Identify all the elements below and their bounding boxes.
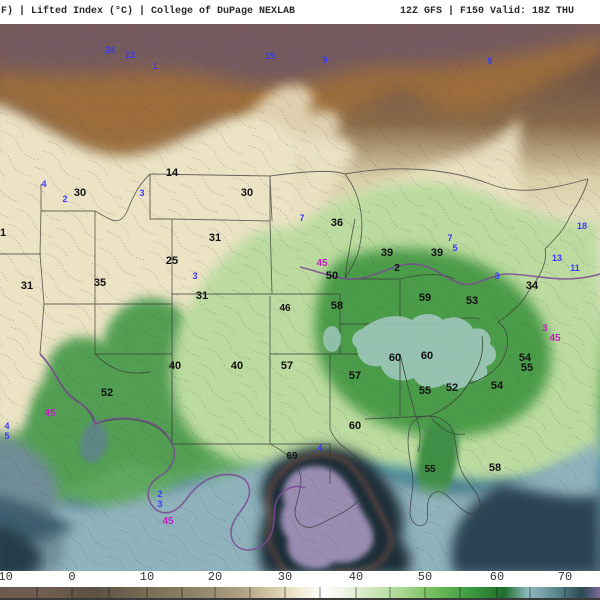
svg-text:25: 25: [166, 255, 178, 267]
svg-text:40: 40: [169, 360, 181, 372]
svg-text:57: 57: [349, 370, 361, 382]
svg-text:52: 52: [101, 387, 113, 399]
svg-text:45: 45: [316, 258, 328, 269]
svg-text:60: 60: [389, 352, 401, 364]
svg-text:39: 39: [381, 247, 393, 259]
svg-text:19: 19: [265, 51, 275, 61]
svg-text:5: 5: [452, 243, 457, 253]
svg-text:55: 55: [521, 362, 533, 374]
svg-text:2: 2: [157, 489, 162, 499]
svg-text:45: 45: [549, 333, 561, 344]
svg-text:34: 34: [526, 280, 539, 292]
svg-text:35: 35: [94, 277, 106, 289]
svg-text:55: 55: [424, 464, 436, 475]
svg-text:45: 45: [162, 516, 174, 527]
svg-text:53: 53: [466, 295, 478, 307]
svg-text:54: 54: [491, 380, 504, 392]
svg-text:60: 60: [421, 350, 433, 362]
svg-text:36: 36: [331, 217, 343, 229]
svg-text:2: 2: [394, 263, 400, 274]
svg-text:9: 9: [487, 56, 492, 66]
svg-text:24: 24: [105, 45, 115, 55]
svg-text:9: 9: [322, 55, 327, 65]
svg-text:7: 7: [299, 213, 304, 223]
svg-text:55: 55: [419, 385, 431, 397]
svg-text:4: 4: [317, 443, 322, 453]
svg-text:4: 4: [4, 421, 9, 431]
svg-text:3: 3: [157, 499, 162, 509]
svg-text:39: 39: [431, 247, 443, 259]
svg-text:3: 3: [192, 271, 197, 281]
svg-text:1: 1: [153, 62, 158, 71]
svg-text:31: 31: [196, 290, 208, 302]
svg-text:2: 2: [62, 194, 67, 204]
svg-text:4: 4: [41, 179, 46, 189]
svg-text:30: 30: [241, 187, 253, 199]
svg-text:5: 5: [4, 431, 9, 441]
svg-text:45: 45: [44, 408, 56, 419]
svg-text:57: 57: [281, 360, 293, 372]
svg-text:13: 13: [552, 253, 562, 263]
svg-text:31: 31: [209, 232, 221, 244]
svg-text:3: 3: [542, 323, 547, 333]
svg-text:40: 40: [231, 360, 243, 372]
svg-text:7: 7: [447, 233, 452, 243]
svg-text:52: 52: [446, 382, 458, 394]
svg-text:14: 14: [166, 167, 179, 179]
svg-text:69: 69: [286, 451, 298, 462]
svg-text:31: 31: [0, 227, 6, 239]
svg-text:59: 59: [419, 292, 431, 304]
svg-text:18: 18: [577, 221, 587, 231]
svg-text:13: 13: [125, 50, 135, 60]
svg-text:46: 46: [279, 303, 291, 314]
svg-text:30: 30: [74, 187, 86, 199]
svg-text:3: 3: [139, 188, 144, 198]
svg-text:50: 50: [326, 270, 338, 282]
svg-text:58: 58: [489, 462, 501, 474]
svg-text:31: 31: [21, 280, 33, 292]
svg-text:60: 60: [349, 420, 361, 432]
svg-text:58: 58: [331, 300, 343, 312]
svg-text:11: 11: [570, 263, 580, 273]
svg-text:3: 3: [494, 271, 499, 281]
